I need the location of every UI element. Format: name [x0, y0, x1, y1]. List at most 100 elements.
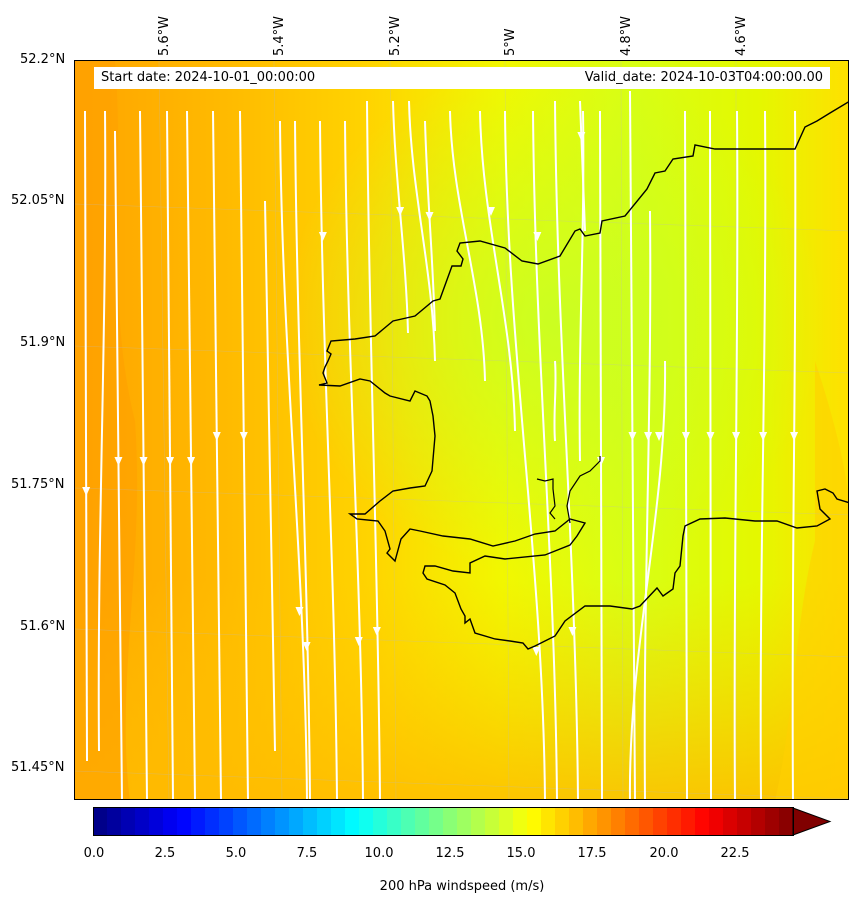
- colorbar-tick-10: 10.0: [364, 846, 394, 861]
- streamline: [554, 100, 579, 799]
- colorbar-cell: [177, 808, 192, 836]
- streamline-arrow: [82, 487, 91, 496]
- streamline-arrow: [577, 132, 586, 141]
- colorbar-tick-2-5: 2.5: [154, 846, 176, 861]
- colorbar-outline: [93, 807, 794, 836]
- colorbar-cell: [667, 808, 682, 836]
- streamline-arrow: [486, 207, 495, 216]
- streamline: [733, 110, 739, 799]
- colorbar-cell: [317, 808, 332, 836]
- streamline: [532, 110, 558, 799]
- colorbar-cell: [219, 808, 234, 836]
- streamline: [791, 110, 797, 799]
- start-date-text: Start date: 2024-10-01_00:00:00: [101, 70, 316, 85]
- streamline-arrow: [372, 627, 381, 636]
- colorbar-cell: [751, 808, 766, 836]
- colorbar-cell: [163, 808, 178, 836]
- lon-label-5-6w: 5.6°W: [157, 15, 172, 56]
- streamline: [709, 110, 712, 799]
- streamline: [643, 210, 652, 799]
- colorbar-cell: [457, 808, 472, 836]
- colorbar-cell: [359, 808, 374, 836]
- streamline: [684, 110, 688, 799]
- streamline-arrow: [212, 432, 221, 441]
- colorbar-tick-15: 15.0: [506, 846, 536, 861]
- colorbar-cell: [135, 808, 150, 836]
- colorbar-cell: [191, 808, 206, 836]
- streamline-arrow: [706, 432, 715, 441]
- colorbar-cell: [653, 808, 668, 836]
- lon-label-4-6w: 4.6°W: [734, 15, 749, 56]
- colorbar-cell: [471, 808, 486, 836]
- windspeed-contour-left: [75, 61, 138, 799]
- streamline-arrow: [532, 647, 541, 656]
- lon-label-5-2w: 5.2°W: [388, 15, 403, 56]
- streamline: [628, 360, 667, 799]
- colorbar-cell: [443, 808, 458, 836]
- streamlines: [82, 90, 799, 799]
- streamline: [479, 110, 516, 432]
- colorbar-cell: [107, 808, 122, 836]
- colorbar-cell: [527, 808, 542, 836]
- streamline: [578, 110, 585, 462]
- colorbar-label: 200 hPa windspeed (m/s): [379, 879, 545, 894]
- streamline: [84, 110, 88, 762]
- colorbar-cell: [121, 808, 136, 836]
- streamline: [366, 100, 381, 799]
- colorbar-cell: [709, 808, 724, 836]
- inner-coastline: [536, 456, 601, 524]
- streamline: [344, 120, 364, 799]
- colorbar-cell: [499, 808, 514, 836]
- lat-label-51-45n: 51.45°N: [11, 760, 65, 775]
- lon-label-5-4w: 5.4°W: [272, 15, 287, 56]
- lat-label-51-75n: 51.75°N: [11, 477, 65, 492]
- colorbar-cell: [681, 808, 696, 836]
- colorbar-cell: [569, 808, 584, 836]
- streamline: [449, 110, 486, 382]
- colorbar-tick-5: 5.0: [225, 846, 247, 861]
- streamline: [424, 120, 436, 332]
- streamline-arrow: [396, 207, 405, 216]
- streamline: [166, 110, 174, 799]
- streamline-arrow: [597, 457, 606, 466]
- streamline-arrow: [139, 457, 148, 466]
- streamline-arrow: [425, 212, 434, 221]
- streamline: [139, 110, 148, 799]
- streamline: [599, 110, 603, 799]
- streamline-arrow: [295, 607, 304, 616]
- windspeed-map: [75, 61, 848, 799]
- streamline: [186, 110, 196, 799]
- colorbar-cell: [485, 808, 500, 836]
- date-banner: Start date: 2024-10-01_00:00:00 Valid_da…: [94, 67, 830, 89]
- valid-date-text: Valid_date: 2024-10-03T04:00:00.00: [584, 70, 823, 85]
- colorbar-cell: [611, 808, 626, 836]
- colorbar-cell: [261, 808, 276, 836]
- colorbar-cell: [331, 808, 346, 836]
- colorbar-cell: [429, 808, 444, 836]
- streamline-arrow: [166, 457, 175, 466]
- streamline: [759, 110, 767, 799]
- colorbar-cell: [513, 808, 528, 836]
- colorbar-cell: [149, 808, 164, 836]
- colorbar-extend-max: [792, 807, 832, 836]
- colorbar-cell: [247, 808, 262, 836]
- colorbar-cell: [695, 808, 710, 836]
- colorbar-cell: [583, 808, 598, 836]
- streamline-arrow: [644, 432, 653, 441]
- map-panel: [74, 60, 849, 800]
- graticule: [75, 61, 848, 799]
- colorbar-cell: [737, 808, 752, 836]
- colorbar-cell: [345, 808, 360, 836]
- streamline-arrow: [759, 432, 768, 441]
- streamline-arrow: [302, 642, 311, 651]
- streamline: [279, 120, 308, 799]
- colorbar-cell: [415, 808, 430, 836]
- streamline-arrow: [681, 432, 690, 441]
- streamline-arrow: [732, 432, 741, 441]
- streamline: [114, 130, 123, 799]
- streamline-arrow: [628, 432, 637, 441]
- colorbar-cell: [205, 808, 220, 836]
- colorbar-tick-7-5: 7.5: [296, 846, 318, 861]
- colorbar-tick-12-5: 12.5: [435, 846, 465, 861]
- colorbar-cells: [93, 808, 794, 836]
